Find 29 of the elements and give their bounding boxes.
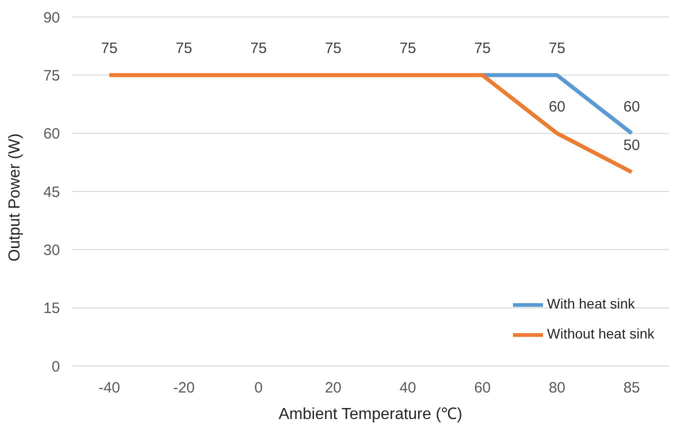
y-tick-label: 60 [43,126,60,143]
x-axis-title: Ambient Temperature (℃) [278,406,462,423]
data-label: 60 [623,98,640,116]
x-tick-label: 20 [324,380,342,397]
data-label: 75 [176,40,192,58]
data-label: 75 [399,40,416,58]
y-tick-label: 90 [43,9,60,26]
data-label: 75 [324,40,342,58]
legend-label: Without heat sink [547,326,654,342]
y-tick-label: 75 [43,67,60,84]
data-label: 75 [548,40,566,58]
y-tick-label: 45 [43,184,60,201]
x-tick-label: 85 [623,380,640,397]
x-tick-label: 40 [399,380,416,397]
y-axis-title: Output Power (W) [6,133,24,262]
x-tick-label: 80 [548,380,566,397]
x-tick-label: 60 [474,380,491,397]
x-tick-label: -40 [98,380,120,397]
y-tick-label: 30 [43,242,60,259]
legend-label: With heat sink [547,296,635,312]
y-tick-label: 15 [43,300,60,318]
data-label: 75 [474,40,491,58]
data-label: 75 [100,40,118,58]
data-label: 60 [548,98,566,116]
x-tick-label: -20 [173,380,195,397]
x-tick-label: 0 [254,380,263,397]
data-label: 50 [623,137,640,154]
y-tick-label: 0 [52,358,60,376]
data-label: 75 [250,40,267,58]
